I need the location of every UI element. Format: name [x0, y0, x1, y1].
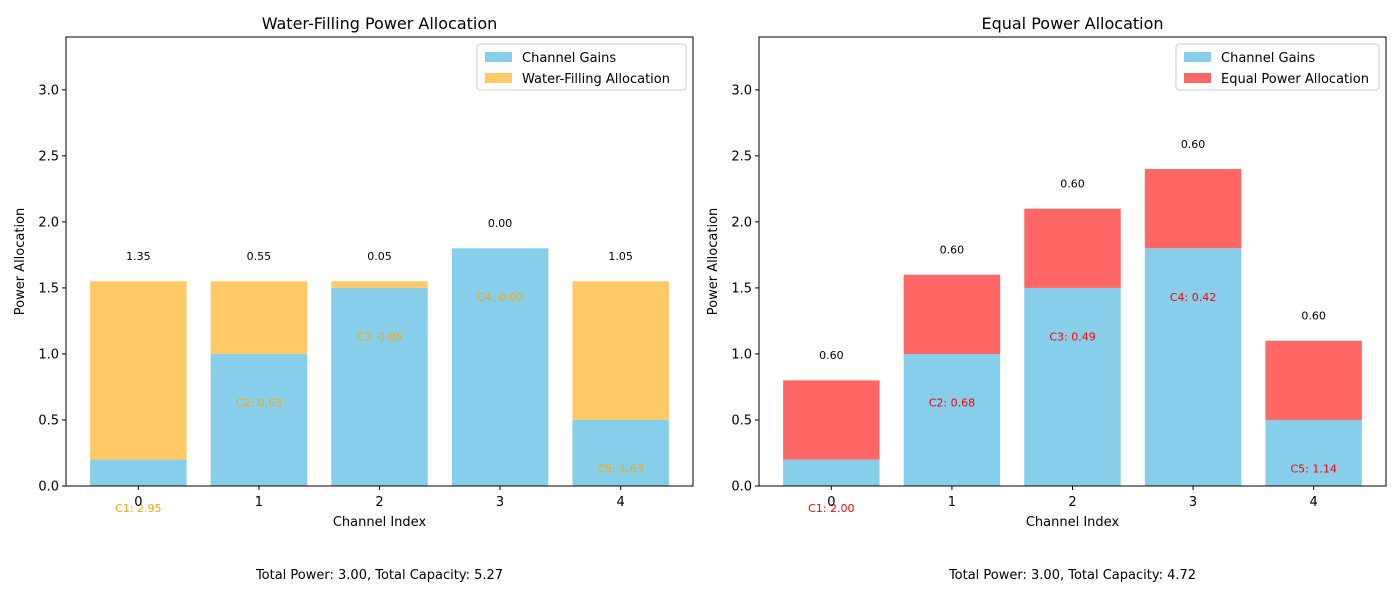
data-label-top: 0.60	[819, 349, 844, 362]
bar-gain	[572, 419, 669, 486]
bar-gain	[1144, 248, 1242, 486]
data-label-inner: C4: 0.42	[1170, 291, 1216, 304]
y-tick-label: 1.5	[731, 281, 752, 296]
footer-text: Total Power: 3.00, Total Capacity: 5.27	[255, 568, 503, 583]
data-label-inner: C3: 0.49	[1049, 331, 1095, 344]
bar-allocation	[1024, 208, 1121, 288]
y-tick-label: 0.0	[38, 480, 59, 495]
y-tick-label: 1.0	[731, 347, 752, 362]
x-axis-label: Channel Index	[1026, 515, 1120, 530]
data-label-inner: C1: 2.95	[115, 502, 161, 515]
x-tick-label: 1	[255, 495, 263, 510]
data-label-inner: C2: 0.63	[236, 397, 282, 410]
bar-gain	[1265, 419, 1362, 486]
legend-label: Water-Filling Allocation	[522, 72, 670, 87]
data-label-top: 0.60	[1060, 177, 1085, 190]
bar-gain	[783, 459, 880, 486]
bar-allocation	[572, 281, 669, 420]
y-tick-label: 1.5	[38, 281, 59, 296]
legend-box	[476, 43, 687, 91]
data-label-inner: C5: 1.63	[597, 463, 643, 476]
bar-allocation	[331, 281, 428, 288]
legend-label: Channel Gains	[1221, 51, 1315, 66]
x-axis-label: Channel Index	[333, 515, 427, 530]
data-label-top: 0.60	[940, 244, 965, 257]
bar-allocation	[1144, 169, 1242, 249]
y-tick-label: 2.5	[731, 149, 752, 164]
legend-label: Equal Power Allocation	[1221, 72, 1369, 87]
chart-panel-2: 0.60 C1: 2.00 0.60 C2: 0.68 0.60 C3: 0.49 0.60…	[706, 14, 1387, 583]
x-tick-label: 0	[827, 495, 835, 510]
y-tick-label: 3.0	[731, 83, 752, 98]
legend-swatch	[485, 73, 512, 83]
legend-label: Channel Gains	[522, 51, 616, 66]
bar-allocation	[1265, 340, 1362, 420]
x-tick-label: 4	[1310, 495, 1318, 510]
data-label-inner: C4: 0.00	[477, 291, 523, 304]
y-axis-label: Power Allocation	[706, 208, 721, 316]
legend-box	[1175, 43, 1380, 91]
data-label-top: 0.05	[367, 250, 392, 263]
data-label-top: 0.60	[1301, 310, 1326, 323]
bar-allocation	[210, 281, 308, 354]
bar-gain	[90, 459, 187, 486]
data-label-inner: C1: 2.00	[808, 502, 854, 515]
y-tick-label: 2.0	[731, 215, 752, 230]
bar-gain	[1024, 287, 1121, 486]
footer-text: Total Power: 3.00, Total Capacity: 4.72	[948, 568, 1196, 583]
y-tick-label: 0.5	[731, 413, 752, 428]
bar-gain	[903, 353, 1001, 486]
data-label-top: 0.00	[488, 217, 513, 230]
bar-allocation	[783, 380, 880, 460]
chart-title: Equal Power Allocation	[981, 14, 1163, 33]
bar-allocation	[90, 281, 187, 460]
legend-swatch	[1184, 73, 1211, 83]
data-label-top: 1.05	[608, 250, 633, 263]
data-label-top: 0.60	[1181, 138, 1206, 151]
x-tick-label: 0	[134, 495, 142, 510]
y-tick-label: 2.5	[38, 149, 59, 164]
x-tick-label: 2	[375, 495, 383, 510]
data-label-inner: C5: 1.14	[1290, 463, 1336, 476]
bar-gain	[331, 287, 428, 486]
data-label-inner: C3: 0.05	[356, 331, 402, 344]
y-tick-label: 2.0	[38, 215, 59, 230]
bar-allocation	[903, 274, 1001, 354]
bar-gain	[451, 248, 549, 486]
data-label-top: 0.55	[247, 250, 272, 263]
y-tick-label: 0.5	[38, 413, 59, 428]
x-tick-label: 2	[1068, 495, 1076, 510]
y-tick-label: 3.0	[38, 83, 59, 98]
x-tick-label: 3	[1189, 495, 1197, 510]
x-tick-label: 3	[496, 495, 504, 510]
legend-swatch	[485, 52, 512, 62]
legend-swatch	[1184, 52, 1211, 62]
data-label-top: 1.35	[126, 250, 151, 263]
bar-gain	[210, 353, 308, 486]
data-label-inner: C2: 0.68	[929, 397, 975, 410]
y-tick-label: 0.0	[731, 480, 752, 495]
y-tick-label: 1.0	[38, 347, 59, 362]
x-tick-label: 1	[948, 495, 956, 510]
chart-title: Water-Filling Power Allocation	[262, 14, 498, 33]
y-axis-label: Power Allocation	[13, 208, 28, 316]
x-tick-label: 4	[617, 495, 625, 510]
